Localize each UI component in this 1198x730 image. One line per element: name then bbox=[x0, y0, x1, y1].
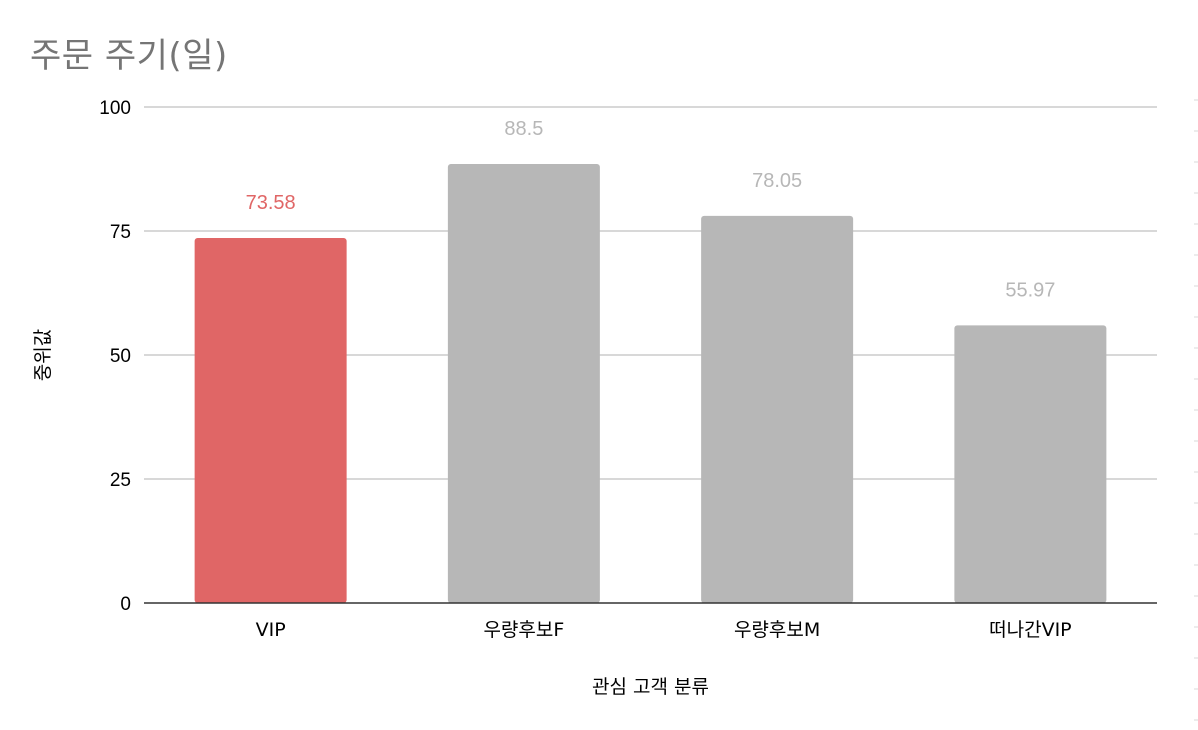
y-tick-label: 50 bbox=[110, 346, 131, 367]
x-tick-label: 떠나간VIP bbox=[989, 619, 1072, 641]
bar-1 bbox=[447, 164, 600, 604]
x-axis-ticks: VIP 우량후보F 우량후보M 떠나간VIP bbox=[256, 619, 1072, 641]
data-labels: 73.58 88.5 78.05 55.97 bbox=[246, 118, 1056, 301]
data-label: 78.05 bbox=[752, 170, 802, 192]
x-tick-label: 우량후보M bbox=[734, 619, 820, 641]
bar-2 bbox=[701, 215, 854, 603]
data-label: 88.5 bbox=[504, 118, 543, 140]
x-tick-label: 우량후보F bbox=[483, 619, 564, 641]
bars bbox=[194, 164, 1107, 604]
right-edge-dashes bbox=[1194, 99, 1198, 721]
x-axis-title: 관심 고객 분류 bbox=[592, 676, 709, 698]
y-tick-label: 25 bbox=[110, 470, 131, 491]
data-label: 73.58 bbox=[246, 192, 296, 214]
y-tick-label: 75 bbox=[110, 222, 131, 243]
y-tick-label: 0 bbox=[120, 594, 131, 615]
y-tick-label: 100 bbox=[99, 98, 131, 119]
y-axis-ticks: 0 25 50 75 100 bbox=[99, 98, 131, 615]
chart-title: 주문 주기(일) bbox=[30, 36, 228, 76]
x-tick-label: VIP bbox=[256, 619, 286, 641]
data-label: 55.97 bbox=[1005, 279, 1055, 301]
y-axis-title: 중위값 bbox=[32, 329, 54, 381]
bar-0 bbox=[194, 238, 347, 603]
bar-3 bbox=[954, 325, 1107, 603]
